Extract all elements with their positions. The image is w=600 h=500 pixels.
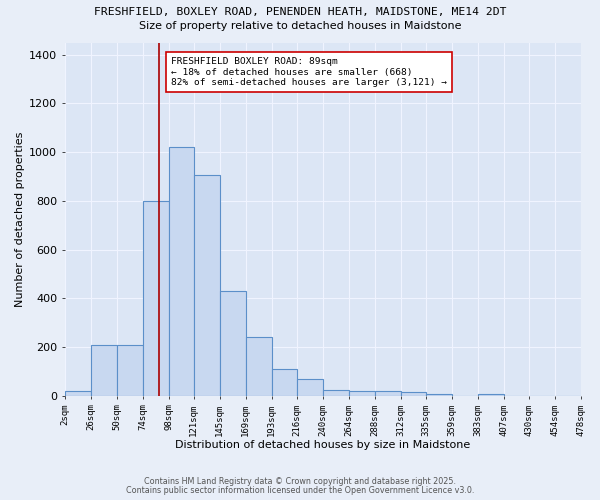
Bar xyxy=(143,201,169,396)
Bar xyxy=(169,148,194,396)
Bar xyxy=(425,394,452,396)
X-axis label: Distribution of detached houses by size in Maidstone: Distribution of detached houses by size … xyxy=(175,440,470,450)
Bar xyxy=(91,345,117,396)
Text: Contains HM Land Registry data © Crown copyright and database right 2025.: Contains HM Land Registry data © Crown c… xyxy=(144,477,456,486)
Bar xyxy=(220,291,246,396)
Text: FRESHFIELD, BOXLEY ROAD, PENENDEN HEATH, MAIDSTONE, ME14 2DT: FRESHFIELD, BOXLEY ROAD, PENENDEN HEATH,… xyxy=(94,8,506,18)
Bar xyxy=(349,391,375,396)
Bar xyxy=(297,379,323,396)
Bar xyxy=(246,338,272,396)
Bar xyxy=(375,391,401,396)
Bar xyxy=(401,392,425,396)
Text: Contains public sector information licensed under the Open Government Licence v3: Contains public sector information licen… xyxy=(126,486,474,495)
Bar xyxy=(65,391,91,396)
Bar xyxy=(117,345,143,396)
Bar xyxy=(478,394,503,396)
Text: FRESHFIELD BOXLEY ROAD: 89sqm
← 18% of detached houses are smaller (668)
82% of : FRESHFIELD BOXLEY ROAD: 89sqm ← 18% of d… xyxy=(171,57,447,87)
Bar xyxy=(272,369,297,396)
Y-axis label: Number of detached properties: Number of detached properties xyxy=(15,132,25,307)
Bar xyxy=(323,390,349,396)
Bar xyxy=(194,176,220,396)
Text: Size of property relative to detached houses in Maidstone: Size of property relative to detached ho… xyxy=(139,21,461,31)
